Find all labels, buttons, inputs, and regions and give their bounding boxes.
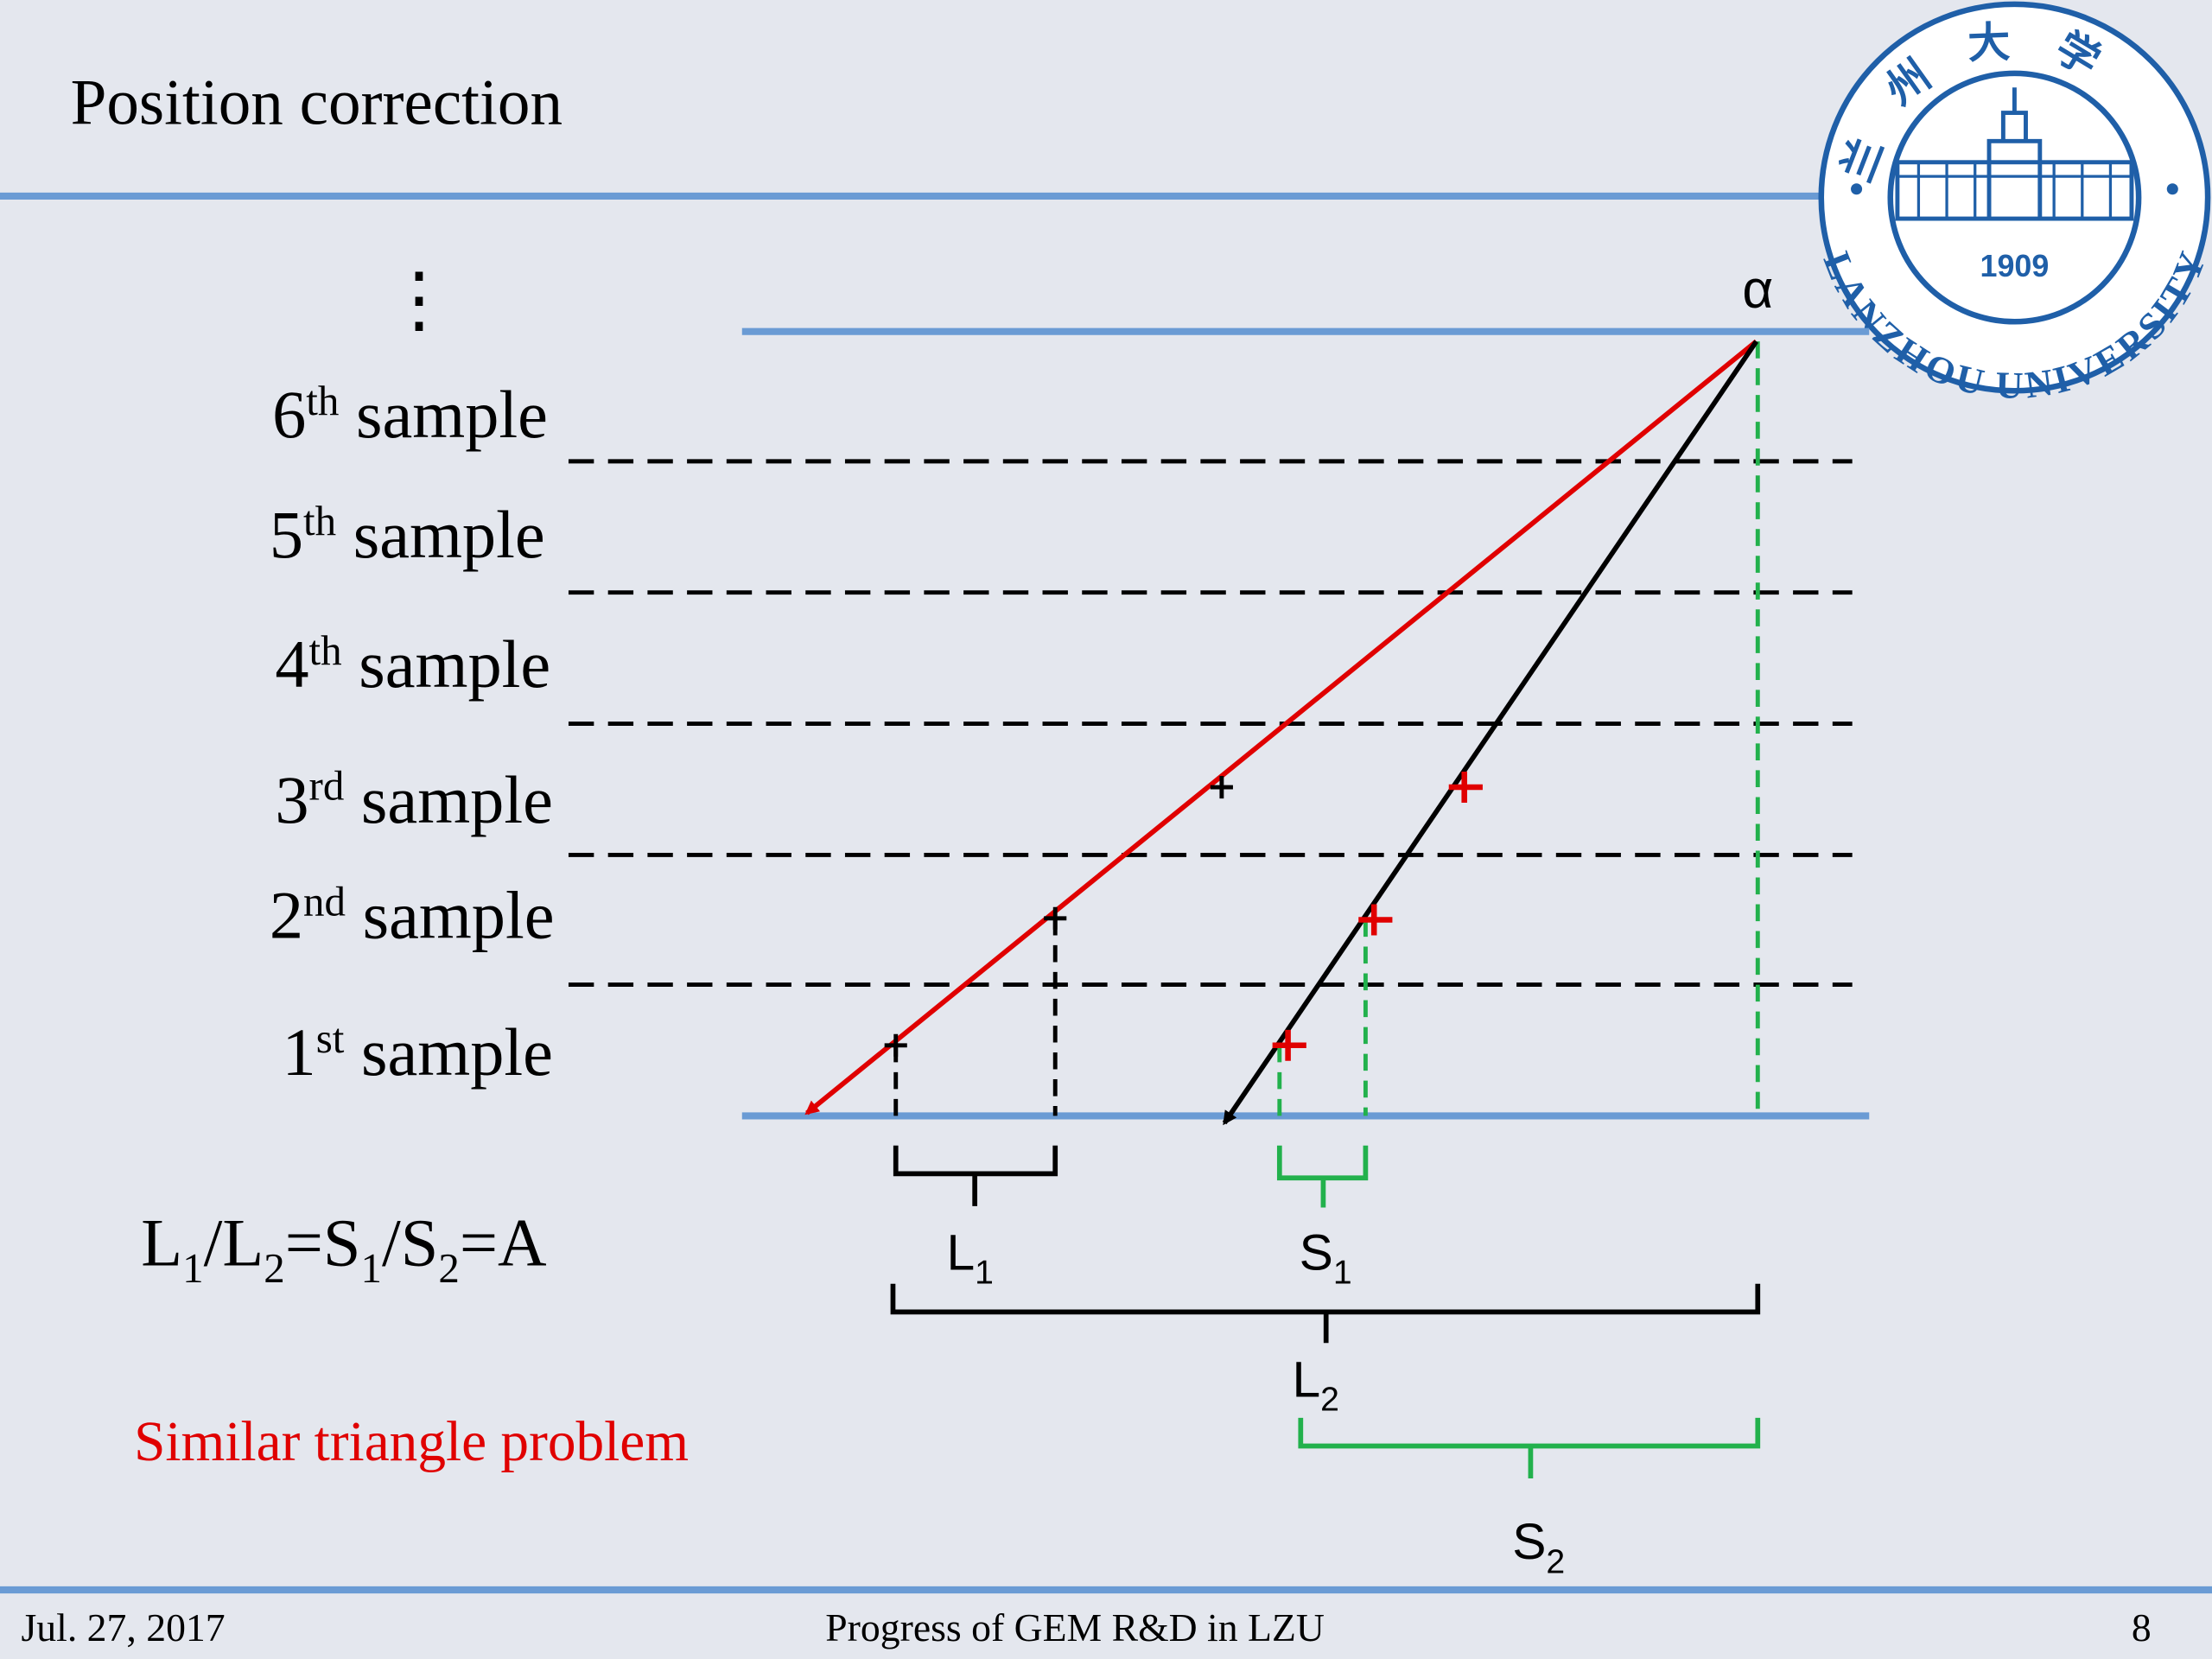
sample-number: 6 bbox=[272, 377, 306, 452]
brace-s2 bbox=[1298, 1417, 1761, 1479]
sample-text: sample bbox=[344, 762, 553, 837]
logo-dot bbox=[1851, 183, 1863, 195]
equation-part: L bbox=[141, 1205, 182, 1280]
brace-subscript: 1 bbox=[975, 1255, 994, 1292]
equation-part: =S bbox=[285, 1205, 361, 1280]
black-projections bbox=[893, 918, 1058, 1116]
equation-subscript: 1 bbox=[361, 1244, 382, 1292]
sample-text: sample bbox=[336, 497, 545, 572]
sample-number: 2 bbox=[270, 878, 303, 953]
brace-letter: S bbox=[1300, 1224, 1333, 1281]
sample-suffix: rd bbox=[309, 762, 345, 810]
logo-building-detail bbox=[1897, 162, 2132, 219]
red-crosses bbox=[1272, 772, 1483, 1061]
brace-s1 bbox=[1276, 1145, 1369, 1208]
sample-label: 6th sample bbox=[272, 377, 548, 452]
sample-label: 1st sample bbox=[283, 1014, 553, 1090]
cross bbox=[1044, 906, 1067, 930]
black-crosses bbox=[884, 775, 1233, 1057]
equation-subscript: 2 bbox=[264, 1244, 284, 1292]
red-track bbox=[804, 339, 1758, 1116]
sample-label: 3rd sample bbox=[275, 762, 553, 837]
slide-title: Position correction bbox=[71, 67, 563, 139]
brace-letter: L bbox=[947, 1224, 976, 1281]
sample-suffix: st bbox=[316, 1014, 345, 1062]
cross bbox=[884, 1033, 907, 1057]
brace-label: S2 bbox=[1512, 1514, 1565, 1580]
note: Similar triangle problem bbox=[134, 1411, 689, 1473]
sample-suffix: th bbox=[309, 626, 342, 674]
sample-text: sample bbox=[344, 1014, 553, 1090]
equation-part: =A bbox=[460, 1205, 547, 1280]
equation: L1/L2=S1/S2=A bbox=[141, 1205, 547, 1292]
equation-subscript: 1 bbox=[182, 1244, 203, 1292]
sample-suffix: th bbox=[303, 497, 336, 544]
sample-text: sample bbox=[342, 626, 551, 702]
equation-part: /L bbox=[204, 1205, 264, 1280]
green-projections bbox=[1277, 919, 1368, 1116]
brace-label: L1 bbox=[947, 1224, 994, 1291]
source-label: α bbox=[1742, 260, 1773, 320]
brace-letter: L bbox=[1293, 1351, 1321, 1408]
footer-title: Progress of GEM R&D in LZU bbox=[825, 1605, 1325, 1649]
ellipsis: ⋮ bbox=[382, 260, 455, 341]
sample-suffix: nd bbox=[303, 878, 346, 925]
equation-subscript: 2 bbox=[438, 1244, 459, 1292]
brace-label: S1 bbox=[1300, 1224, 1352, 1291]
brace-letter: S bbox=[1512, 1514, 1546, 1570]
brace-l2 bbox=[890, 1283, 1761, 1344]
sample-number: 1 bbox=[283, 1014, 316, 1090]
brace-subscript: 2 bbox=[1546, 1543, 1565, 1580]
sample-label: 2nd sample bbox=[270, 878, 555, 953]
sample-boundaries bbox=[568, 459, 1853, 988]
sample-text: sample bbox=[346, 878, 555, 953]
sample-suffix: th bbox=[306, 377, 339, 424]
brace-subscript: 2 bbox=[1320, 1382, 1339, 1419]
cross bbox=[1272, 1029, 1306, 1061]
cross bbox=[1448, 772, 1483, 803]
sample-label: 5th sample bbox=[270, 497, 545, 572]
brace-label: L2 bbox=[1293, 1351, 1339, 1418]
sample-number: 3 bbox=[275, 762, 308, 837]
brace-subscript: 1 bbox=[1333, 1255, 1352, 1292]
sample-number: 5 bbox=[270, 497, 303, 572]
sample-text: sample bbox=[339, 377, 548, 452]
university-logo: 兰州大学 LANZHOU UNIVERSITY 1909 bbox=[1815, 1, 2212, 407]
logo-year: 1909 bbox=[1980, 248, 2049, 283]
equation-part: /S bbox=[382, 1205, 438, 1280]
sample-number: 4 bbox=[275, 626, 308, 702]
page-number: 8 bbox=[2132, 1605, 2152, 1649]
sample-label: 4th sample bbox=[275, 626, 550, 702]
logo-building bbox=[1895, 160, 2134, 221]
logo-inner bbox=[1887, 70, 2142, 325]
footer-date: Jul. 27, 2017 bbox=[21, 1605, 225, 1649]
logo-dot bbox=[2166, 183, 2178, 195]
cross bbox=[1358, 904, 1393, 936]
logo-tower bbox=[1986, 87, 2043, 219]
cross bbox=[1210, 775, 1233, 799]
black-track bbox=[1222, 340, 1759, 1126]
brace-l1 bbox=[893, 1145, 1058, 1206]
